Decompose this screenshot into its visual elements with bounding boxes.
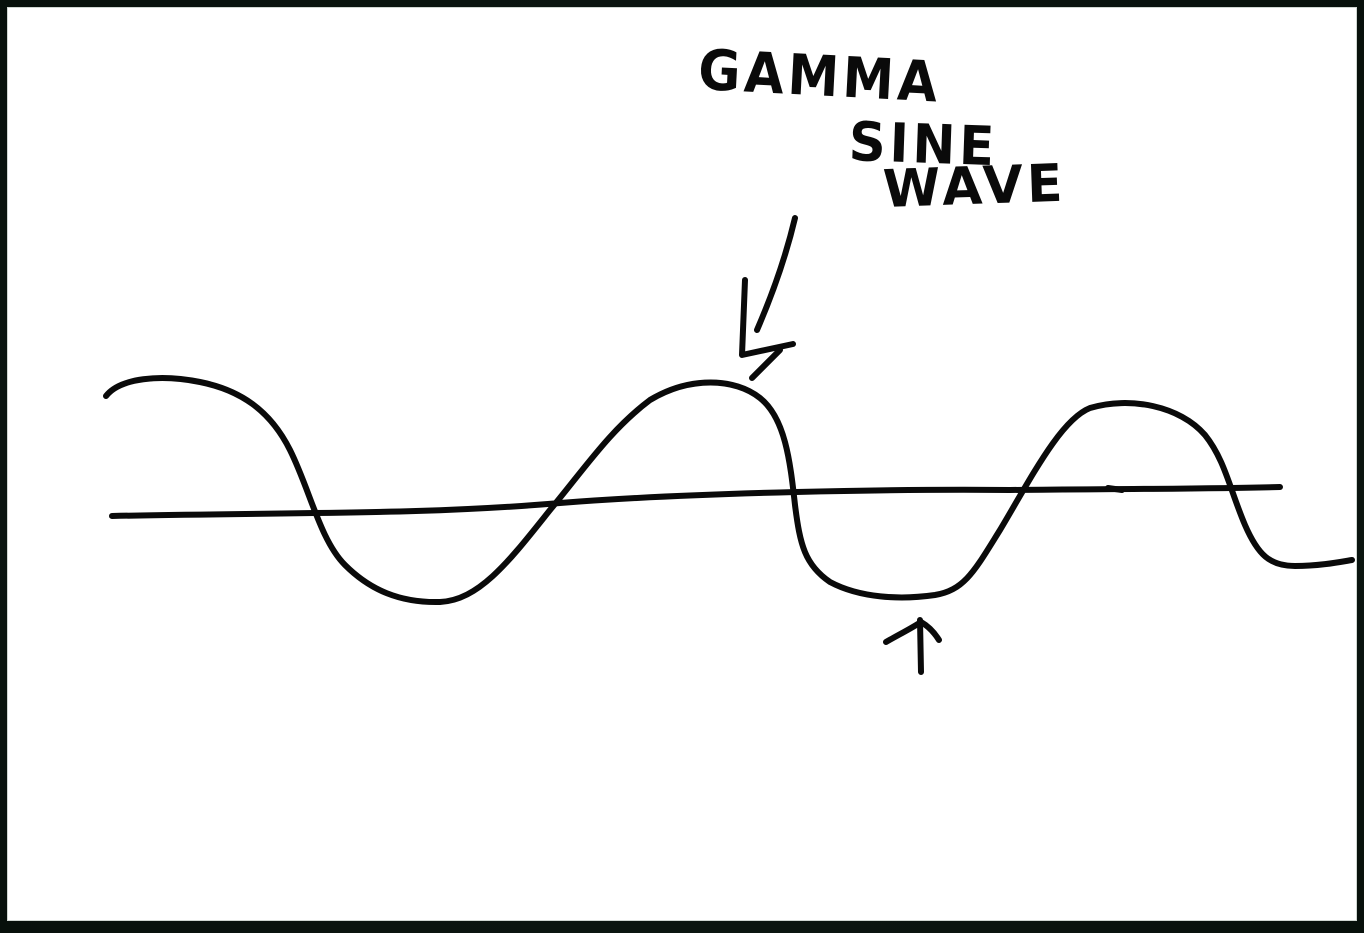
arrow-to-crest-head [739, 277, 796, 381]
whiteboard [8, 8, 1356, 920]
arrow-to-trough-shaft [917, 617, 924, 675]
arrow-to-trough-head [883, 619, 942, 645]
arrow-to-crest-shaft [754, 215, 798, 333]
sine-wave-curve [103, 375, 1355, 606]
annotation-label-line-3: WAVE [882, 153, 1068, 220]
annotation-label-line-1: GAMMA [696, 38, 943, 116]
baseline-axis [109, 484, 1283, 519]
axis-tick-mark [1105, 485, 1125, 493]
